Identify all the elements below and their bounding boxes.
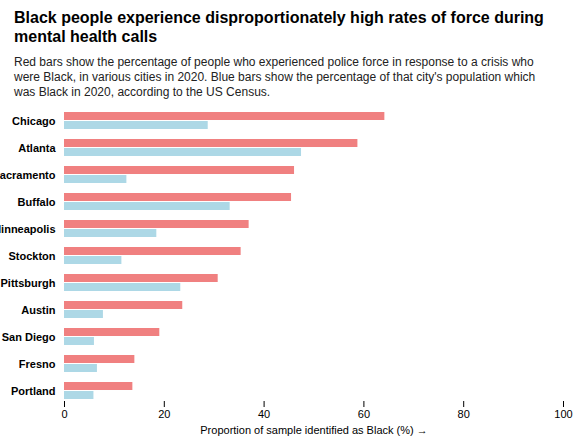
svg-text:Fresno: Fresno xyxy=(19,358,56,370)
svg-text:Sacramento: Sacramento xyxy=(0,169,56,181)
svg-text:80: 80 xyxy=(458,408,470,420)
svg-text:Austin: Austin xyxy=(21,304,56,316)
svg-text:Pittsburgh: Pittsburgh xyxy=(1,277,56,289)
svg-text:20: 20 xyxy=(158,408,170,420)
svg-text:Buffalo: Buffalo xyxy=(18,196,56,208)
svg-text:0: 0 xyxy=(61,408,67,420)
svg-text:Stockton: Stockton xyxy=(8,250,55,262)
svg-text:40: 40 xyxy=(258,408,270,420)
html-text:Red bars show the percentage o: Red bars show the percentage of people w… xyxy=(14,55,536,99)
svg-text:Minneapolis: Minneapolis xyxy=(0,223,56,235)
svg-text:Chicago: Chicago xyxy=(12,115,56,127)
svg-text:Proportion of sample identifie: Proportion of sample identified as Black… xyxy=(200,424,427,436)
html-text:Black people experience dispro: Black people experience disproportionate… xyxy=(14,9,544,45)
svg-text:100: 100 xyxy=(554,408,572,420)
svg-text:Portland: Portland xyxy=(11,385,56,397)
svg-text:60: 60 xyxy=(358,408,370,420)
svg-text:San Diego: San Diego xyxy=(2,331,56,343)
svg-text:Atlanta: Atlanta xyxy=(18,142,56,154)
